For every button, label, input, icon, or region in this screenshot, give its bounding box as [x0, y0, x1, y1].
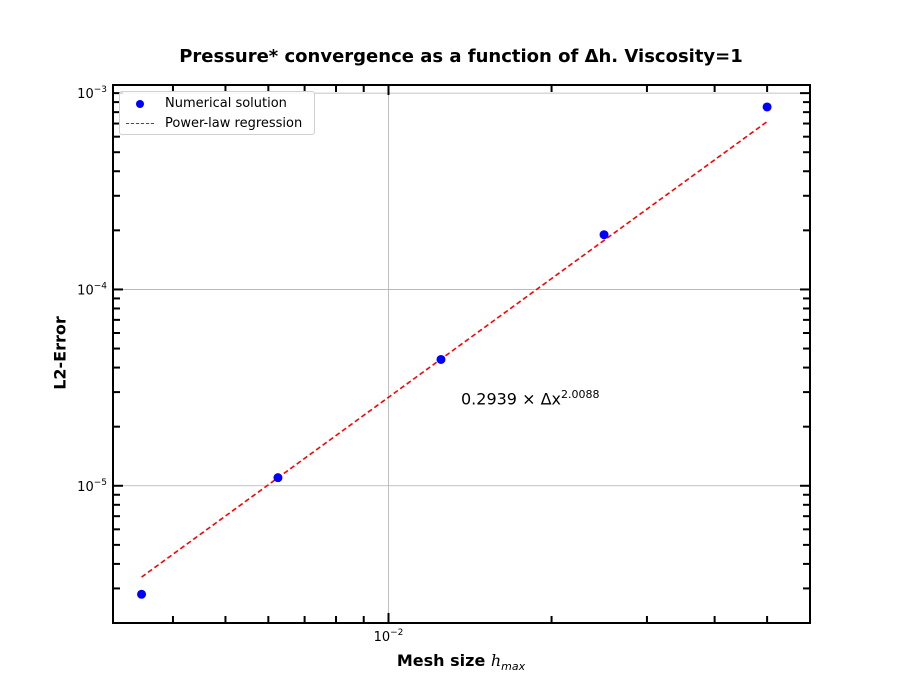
annotation-variable: Δx: [540, 389, 561, 409]
regression-line-layer: [141, 121, 768, 578]
plot-frame: [112, 84, 811, 624]
chart-title: Pressure* convergence as a function of Δ…: [179, 46, 743, 67]
grid-lines: [113, 85, 810, 623]
legend-marker-dashed-line: [126, 123, 154, 124]
x-axis-label: Mesh size hmax: [396, 651, 526, 674]
data-point: [599, 230, 609, 240]
y-axis-label: L2-Error: [50, 316, 70, 390]
legend-marker-dot: [136, 100, 144, 108]
y-tick-label: 10−3: [77, 85, 107, 102]
data-point: [436, 354, 446, 364]
regression-annotation: 0.2939 × Δx2.0088: [461, 388, 600, 408]
data-point: [137, 589, 147, 599]
legend-label: Power-law regression: [165, 116, 303, 131]
y-tick-label: 10−4: [77, 281, 107, 298]
annotation-times: ×: [522, 389, 536, 409]
y-tick-label: 10−5: [77, 478, 107, 495]
legend-item-numerical-solution: Numerical solution: [120, 95, 314, 113]
data-point: [273, 473, 283, 483]
legend-label: Numerical solution: [165, 96, 287, 111]
legend: Numerical solution Power-law regression: [119, 91, 315, 135]
data-points-layer: [137, 102, 772, 599]
data-point: [762, 102, 772, 112]
x-tick-label: 10−2: [374, 628, 404, 645]
annotation-exponent: 2.0088: [561, 388, 600, 401]
regression-line: [141, 121, 768, 578]
annotation-coefficient: 0.2939: [461, 389, 517, 409]
axis-tick-labels: 10−2 10−5 10−4 10−3: [77, 85, 403, 645]
legend-item-power-law-regression: Power-law regression: [120, 115, 314, 133]
